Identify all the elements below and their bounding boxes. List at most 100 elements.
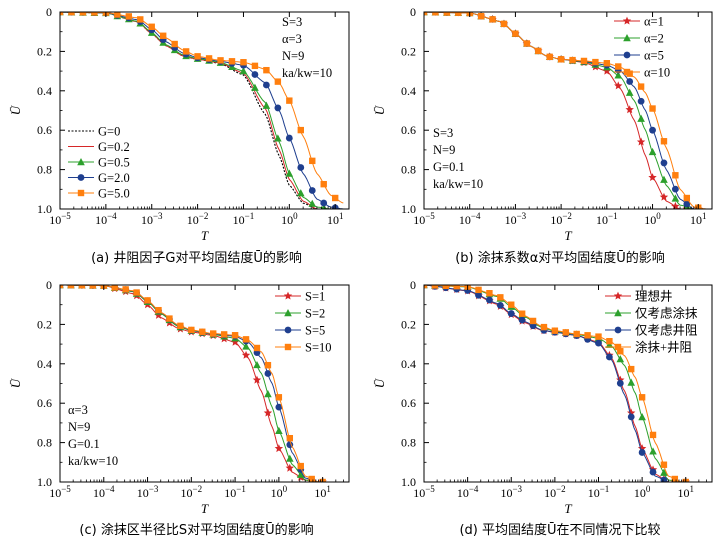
data-point: [649, 468, 657, 476]
legend-label: α=1: [644, 15, 664, 29]
data-point: [285, 134, 293, 142]
data-point: [285, 463, 294, 472]
data-point: [308, 187, 316, 194]
panel-caption: (a) 井阻因子G对平均固结度Ū的影响: [91, 250, 302, 266]
y-tick-label: 0.6: [37, 123, 52, 137]
y-tick-label: 0.4: [401, 357, 416, 371]
data-point: [535, 47, 542, 55]
data-point: [477, 12, 485, 20]
data-point: [518, 316, 526, 324]
data-point: [649, 431, 657, 439]
chart-panel-b: 10−5 10−4 10−3 10−2 10−1 100 101 0 0.2 0.4 0.6 0.8 1…: [372, 5, 713, 266]
data-point: [628, 365, 635, 373]
legend-marker: [77, 189, 85, 197]
x-axis-label: T: [564, 501, 572, 516]
data-point: [671, 475, 679, 482]
data-point: [660, 138, 668, 145]
data-point: [274, 104, 282, 112]
data-point: [242, 342, 250, 350]
data-point: [296, 470, 305, 478]
legend-marker: [284, 309, 292, 317]
y-tick-label: 0: [46, 5, 52, 19]
data-point: [660, 159, 668, 167]
data-point: [114, 12, 121, 18]
data-point: [442, 285, 450, 289]
legend-marker: [614, 309, 622, 317]
data-point: [497, 294, 504, 301]
data-point: [636, 137, 646, 146]
data-point: [614, 81, 623, 90]
legend-label: 涂抹+井阻: [635, 340, 693, 355]
data-point: [122, 286, 129, 293]
legend-label: 理想井: [635, 289, 673, 304]
panel-caption: (b) 涂抹系数α对平均固结度Ū的影响: [455, 250, 665, 266]
data-point: [617, 348, 624, 355]
data-point: [637, 97, 645, 105]
data-point: [60, 285, 64, 289]
data-point: [660, 476, 668, 482]
data-point: [144, 297, 151, 304]
y-tick-label: 1.0: [37, 475, 52, 489]
y-tick-label: 0: [410, 5, 416, 19]
data-point: [584, 332, 591, 339]
legend-marker: [623, 34, 631, 42]
legend-label: G=2.0: [98, 171, 130, 185]
x-tick-label: 100: [281, 211, 298, 227]
data-point: [67, 285, 75, 289]
data-point: [649, 126, 656, 134]
data-point: [671, 201, 680, 209]
data-point: [443, 12, 451, 16]
data-point: [220, 331, 228, 338]
data-point: [508, 301, 515, 308]
legend-label: α=2: [644, 32, 664, 46]
x-axis-label: T: [564, 228, 572, 243]
y-tick-label: 0.8: [401, 163, 416, 177]
data-point: [455, 12, 462, 16]
legend-label: S=10: [305, 341, 332, 355]
panel-caption: (d) 平均固结度Ū在不同情况下比较: [459, 522, 660, 538]
data-point: [239, 67, 248, 75]
data-point: [507, 310, 515, 317]
data-point: [562, 329, 569, 336]
x-tick-label: 101: [314, 484, 331, 500]
data-point: [486, 289, 493, 297]
parameter-annotation: ka/kw=10: [433, 177, 483, 191]
parameter-annotation: ka/kw=10: [282, 66, 332, 80]
legend: S=1 S=2 S=5 S=10: [275, 290, 332, 355]
x-tick-label: 10−2: [181, 484, 203, 500]
data-point: [637, 83, 645, 90]
data-point: [264, 370, 272, 377]
y-tick-label: 0.2: [401, 317, 416, 331]
x-tick-label: 101: [677, 484, 694, 500]
x-tick-label: 100: [644, 211, 661, 227]
data-point: [210, 330, 217, 337]
data-point: [253, 360, 261, 369]
data-point: [592, 58, 599, 66]
data-point: [228, 58, 236, 65]
data-point: [475, 291, 482, 299]
x-tick-label: 10−5: [49, 484, 71, 500]
y-tick-label: 0.8: [401, 436, 416, 450]
data-point: [148, 23, 155, 30]
data-point: [264, 390, 272, 398]
data-point: [262, 81, 270, 89]
legend-marker: [613, 291, 623, 300]
data-point: [602, 66, 612, 75]
parameter-annotation: ka/kw=10: [68, 454, 118, 468]
data-point: [659, 192, 669, 201]
data-point: [308, 199, 317, 207]
data-point: [432, 12, 439, 16]
data-point: [133, 289, 140, 296]
y-tick-label: 0.6: [37, 396, 52, 410]
plot-area: [60, 285, 331, 482]
data-point: [297, 462, 304, 470]
y-tick-label: 0.2: [37, 44, 52, 58]
x-tick-label: 10−1: [224, 484, 246, 500]
legend-marker: [284, 343, 292, 351]
x-tick-label: 10−4: [457, 484, 479, 500]
data-point: [297, 126, 304, 134]
data-point: [251, 62, 259, 70]
data-point: [500, 20, 508, 28]
data-point: [242, 336, 250, 343]
